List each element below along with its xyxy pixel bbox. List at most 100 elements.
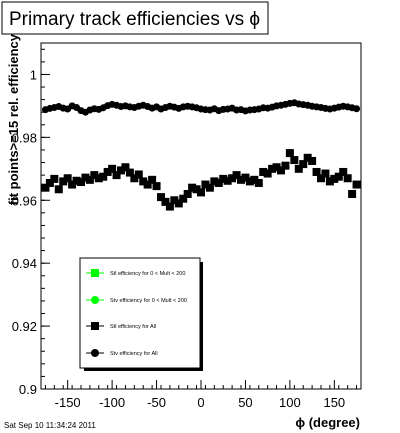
data-point	[112, 171, 121, 180]
y-tick-label: 0.9	[19, 382, 37, 397]
data-point	[157, 193, 165, 202]
data-point	[281, 161, 290, 170]
data-point	[294, 164, 303, 173]
y-tick-label: 0.94	[12, 256, 37, 271]
data-point	[250, 175, 259, 184]
data-point	[188, 183, 197, 192]
data-point	[219, 174, 228, 183]
data-point	[303, 153, 312, 162]
timestamp: Sat Sep 10 11:34:24 2011	[4, 421, 96, 430]
data-point	[263, 169, 272, 178]
title-frame	[1, 1, 269, 35]
data-point	[121, 163, 130, 172]
data-point	[165, 202, 174, 211]
legend-marker	[91, 296, 99, 304]
data-point	[68, 180, 77, 189]
data-point	[77, 178, 85, 187]
data-point	[85, 175, 94, 184]
legend-label: Stl efficiency for 0 < Mult < 200	[110, 271, 185, 277]
data-point	[174, 199, 183, 208]
y-tick-label: 0.92	[12, 319, 37, 334]
data-point	[299, 160, 308, 169]
data-point	[228, 174, 237, 183]
data-point	[245, 177, 254, 186]
legend-label: Stv efficiency for All	[110, 351, 158, 357]
data-point	[232, 171, 241, 180]
data-point	[117, 166, 125, 175]
x-tick-label: 0	[197, 395, 204, 410]
data-point	[348, 189, 357, 198]
x-tick-label: 100	[279, 395, 301, 410]
data-point	[183, 189, 192, 198]
data-point	[72, 176, 81, 185]
legend-label: Stv efficiency for 0 < Mult < 200	[110, 298, 187, 304]
data-point	[94, 174, 103, 183]
data-point	[59, 177, 68, 186]
data-point	[143, 180, 152, 189]
data-point	[343, 174, 352, 183]
legend-shadow	[200, 262, 203, 371]
data-point	[352, 180, 361, 189]
x-tick-label: -100	[99, 395, 125, 410]
y-tick-label: 0.96	[12, 193, 37, 208]
series-square	[41, 149, 361, 211]
data-point	[192, 185, 201, 194]
legend: Stl efficiency for 0 < Mult < 200 Stv eff…	[79, 257, 203, 371]
data-point	[277, 166, 285, 175]
data-point	[353, 105, 361, 113]
data-point	[45, 178, 54, 187]
data-point	[241, 173, 250, 182]
data-point	[321, 169, 330, 178]
data-point	[290, 156, 299, 165]
y-axis-label: fit points>=15 rel. efficiency	[6, 33, 21, 205]
data-point	[210, 177, 219, 186]
x-tick-label: 150	[323, 395, 345, 410]
data-point	[308, 156, 317, 165]
legend-shadow-bottom	[84, 368, 203, 371]
data-point	[330, 174, 339, 183]
series-circle	[41, 99, 361, 116]
x-tick-label: 50	[238, 395, 252, 410]
data-point	[81, 173, 90, 182]
data-point	[139, 177, 148, 186]
legend-marker	[91, 322, 99, 330]
data-point	[254, 178, 263, 187]
x-tick-label: -150	[55, 395, 81, 410]
data-point	[152, 182, 161, 191]
data-point	[54, 185, 63, 194]
chart-title: Primary track efficiencies vs ϕ	[9, 9, 260, 30]
data-point	[272, 163, 281, 172]
data-point	[334, 172, 343, 181]
data-point	[63, 174, 72, 183]
data-point	[214, 178, 223, 187]
data-point	[325, 177, 334, 186]
data-point	[223, 176, 232, 185]
data-point	[99, 172, 108, 181]
data-point	[125, 168, 134, 177]
data-point	[201, 180, 210, 189]
data-point	[41, 183, 50, 192]
axis-ticks: -150 -100 -50 0 50 100 150 0.9 0.92 0.94 0.96 0.98 1	[12, 48, 358, 410]
data-point	[312, 167, 321, 176]
x-axis-label: ϕ (degree)	[295, 415, 360, 430]
title-box: Primary track efficiencies vs ϕ	[1, 1, 269, 35]
y-tick-label: 0.98	[12, 130, 37, 145]
data-point	[103, 167, 112, 176]
legend-box	[79, 257, 201, 369]
data-point	[237, 175, 245, 184]
data-point	[197, 188, 205, 197]
y-tick-label: 1	[30, 67, 37, 82]
data-point	[148, 175, 157, 184]
legend-label: Stl efficiency for All	[110, 324, 156, 330]
x-tick-label: -50	[147, 395, 166, 410]
data-point	[170, 196, 179, 205]
data-point	[179, 194, 188, 203]
data-point	[134, 170, 143, 179]
data-point	[161, 197, 170, 206]
data-point	[317, 174, 325, 183]
data-point	[50, 174, 59, 183]
legend-marker	[91, 269, 99, 277]
data-point	[259, 167, 268, 176]
data-point	[268, 164, 277, 173]
